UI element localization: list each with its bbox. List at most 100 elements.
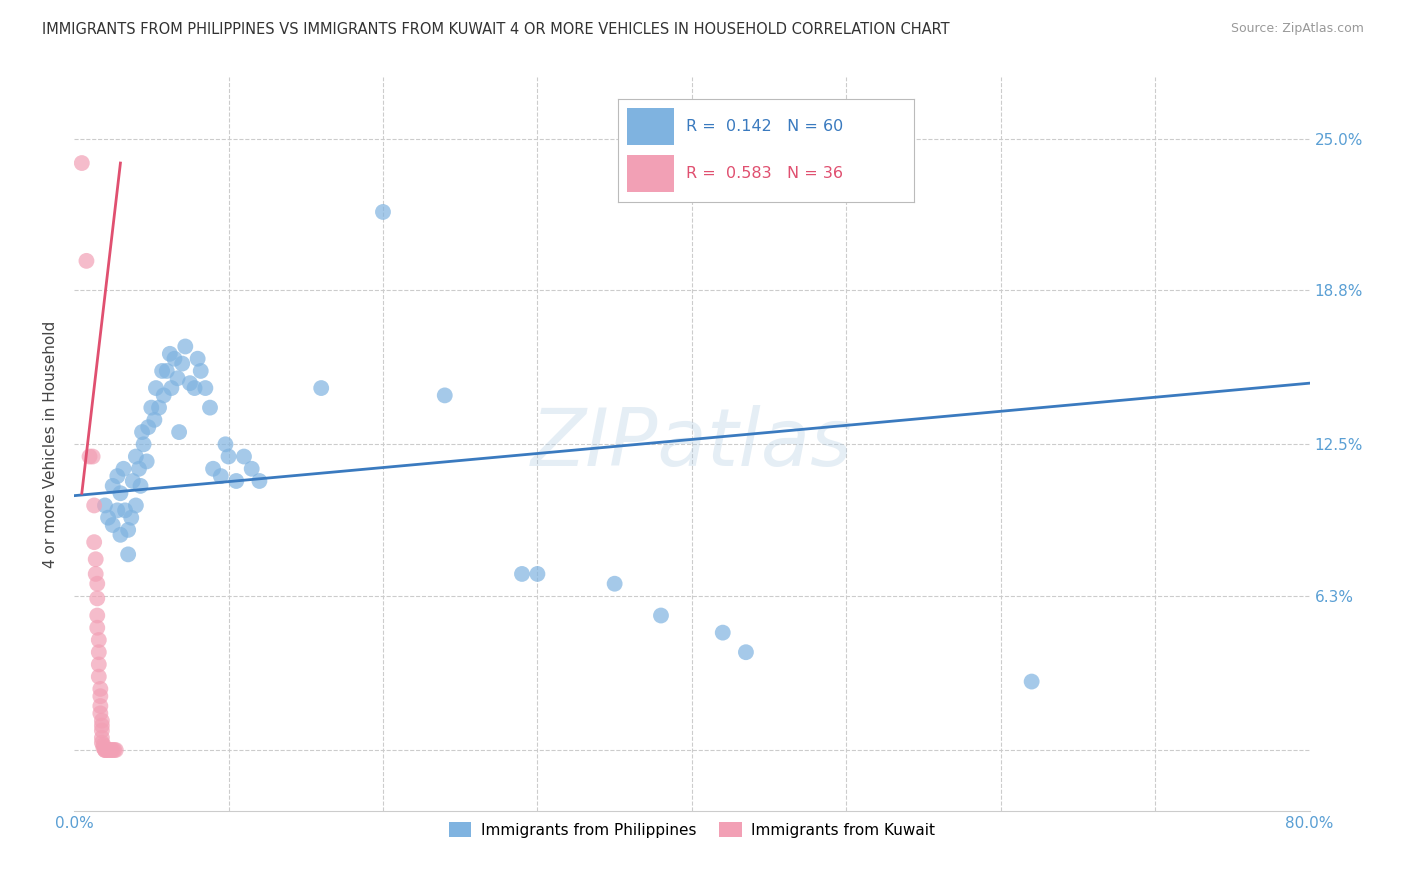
Point (167, 425, 190, 439)
Point (526, 566, 548, 581)
Text: IMMIGRANTS FROM PHILIPPINES VS IMMIGRANTS FROM KUWAIT 4 OR MORE VEHICLES IN HOUS: IMMIGRANTS FROM PHILIPPINES VS IMMIGRANT… (42, 22, 950, 37)
Point (98, 743, 121, 757)
Point (110, 528, 132, 542)
Point (86, 621, 108, 635)
Point (150, 364, 173, 378)
Point (112, 462, 135, 476)
Point (202, 462, 225, 476)
Point (83, 499, 105, 513)
Point (105, 469, 128, 483)
Point (225, 474, 247, 488)
Point (84, 566, 107, 581)
Point (87, 645, 110, 659)
Point (510, 566, 533, 581)
Point (70, 156, 93, 170)
Point (86, 608, 108, 623)
Point (603, 576, 626, 591)
Point (160, 381, 183, 395)
Point (110, 486, 132, 500)
Point (103, 743, 125, 757)
Point (152, 388, 174, 402)
Point (163, 351, 186, 366)
Point (172, 357, 194, 371)
Point (97, 510, 120, 524)
Y-axis label: 4 or more Vehicles in Household: 4 or more Vehicles in Household (44, 321, 58, 568)
Point (114, 503, 136, 517)
Point (100, 743, 122, 757)
Point (190, 364, 212, 378)
Point (194, 381, 217, 395)
Point (90, 731, 112, 745)
Point (141, 401, 163, 415)
Point (187, 351, 209, 366)
Point (735, 645, 758, 659)
Point (86, 591, 108, 606)
Point (93, 738, 115, 752)
Point (132, 437, 155, 451)
Point (120, 510, 142, 524)
Point (711, 625, 734, 640)
Point (156, 364, 179, 378)
Point (97, 743, 120, 757)
Point (166, 371, 188, 385)
Point (128, 462, 150, 476)
Point (101, 479, 124, 493)
Point (87, 657, 110, 672)
Point (90, 723, 112, 738)
Point (240, 462, 263, 476)
Point (83, 535, 105, 549)
Point (89, 681, 111, 696)
Point (1021, 674, 1043, 689)
Point (218, 450, 240, 464)
Point (198, 401, 221, 415)
Point (101, 518, 124, 533)
Point (93, 740, 115, 755)
Point (371, 205, 394, 219)
Point (433, 388, 456, 402)
Point (94, 499, 117, 513)
Point (87, 670, 110, 684)
Legend: Immigrants from Philippines, Immigrants from Kuwait: Immigrants from Philippines, Immigrants … (443, 815, 941, 844)
Point (209, 469, 232, 483)
Point (94, 743, 117, 757)
Point (121, 474, 143, 488)
Point (101, 743, 124, 757)
Point (179, 376, 201, 391)
Point (75, 253, 97, 268)
Point (117, 547, 139, 561)
Point (129, 479, 152, 493)
Point (136, 420, 159, 434)
Point (90, 736, 112, 750)
Point (86, 576, 108, 591)
Point (135, 454, 157, 468)
Text: Source: ZipAtlas.com: Source: ZipAtlas.com (1230, 22, 1364, 36)
Point (105, 503, 128, 517)
Point (79, 450, 101, 464)
Point (87, 632, 110, 647)
Point (84, 552, 107, 566)
Point (104, 743, 127, 757)
Point (143, 413, 166, 427)
Point (650, 608, 672, 623)
Point (183, 381, 205, 395)
Point (148, 401, 170, 415)
Point (90, 718, 112, 732)
Point (96, 743, 118, 757)
Text: ZIPatlas: ZIPatlas (531, 405, 853, 483)
Point (131, 425, 153, 439)
Point (233, 450, 256, 464)
Point (309, 381, 332, 395)
Point (117, 523, 139, 537)
Point (82, 450, 104, 464)
Point (89, 698, 111, 713)
Point (214, 437, 236, 451)
Point (89, 706, 111, 721)
Point (249, 474, 271, 488)
Point (94, 743, 117, 757)
Point (125, 450, 148, 464)
Point (174, 339, 197, 353)
Point (125, 499, 148, 513)
Point (90, 714, 112, 728)
Point (159, 347, 181, 361)
Point (145, 381, 167, 395)
